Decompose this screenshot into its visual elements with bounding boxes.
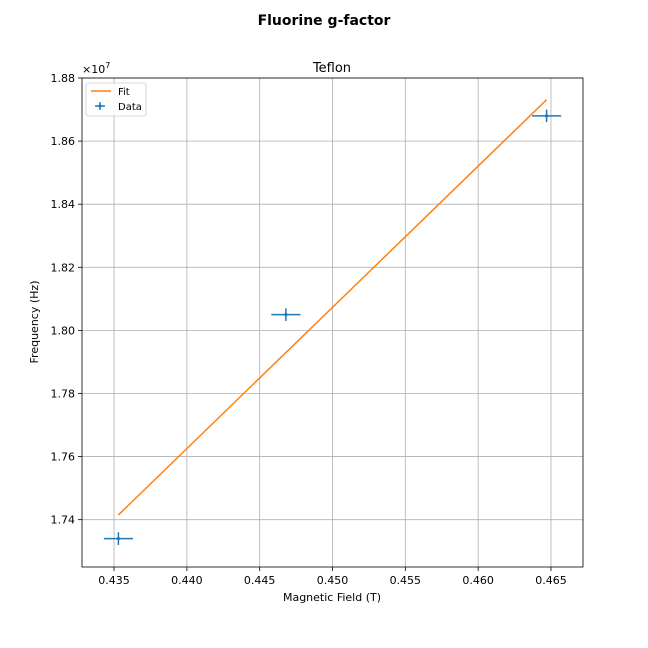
x-tick-label: 0.445 <box>244 574 276 587</box>
data-point <box>103 532 133 545</box>
x-ticks: 0.435 0.440 0.445 0.450 0.455 0.460 0.465 <box>98 567 567 587</box>
axes-frame <box>81 77 584 568</box>
y-offset-exponent: 7 <box>105 61 110 70</box>
x-tick-label: 0.450 <box>317 574 349 587</box>
plot-area <box>103 99 562 545</box>
y-tick-label: 1.88 <box>51 72 76 85</box>
x-tick-label: 0.465 <box>535 574 567 587</box>
y-tick-label: 1.86 <box>51 135 76 148</box>
figure-suptitle: Fluorine g-factor <box>258 13 391 29</box>
x-tick-label: 0.455 <box>390 574 422 587</box>
legend-data-label: Data <box>118 102 142 113</box>
y-offset-base: ×10 <box>82 63 105 76</box>
x-axis-label: Magnetic Field (T) <box>283 591 381 604</box>
x-tick-label: 0.460 <box>462 574 494 587</box>
grid <box>82 77 583 567</box>
x-tick-label: 0.435 <box>98 574 130 587</box>
y-tick-label: 1.76 <box>51 451 76 464</box>
x-tick-label: 0.440 <box>171 574 203 587</box>
y-tick-label: 1.74 <box>51 514 76 527</box>
y-axis-label: Frequency (Hz) <box>28 281 41 364</box>
y-offset-text: ×107 <box>82 61 110 76</box>
axes-title: Teflon <box>312 61 351 76</box>
data-marker <box>116 537 121 541</box>
y-tick-label: 1.78 <box>51 387 76 400</box>
legend: Fit Data <box>85 82 147 117</box>
y-ticks: 1.74 1.76 1.78 1.80 1.82 1.84 1.86 1.88 <box>51 72 82 527</box>
data-marker <box>544 114 549 118</box>
legend-data-swatch <box>95 102 105 110</box>
data-point <box>271 308 301 321</box>
y-tick-label: 1.82 <box>51 261 76 274</box>
data-point <box>532 109 562 123</box>
fit-line <box>117 99 548 516</box>
legend-fit-label: Fit <box>118 87 130 98</box>
y-tick-label: 1.84 <box>51 198 76 211</box>
y-tick-label: 1.80 <box>51 324 76 337</box>
data-marker <box>284 313 288 317</box>
